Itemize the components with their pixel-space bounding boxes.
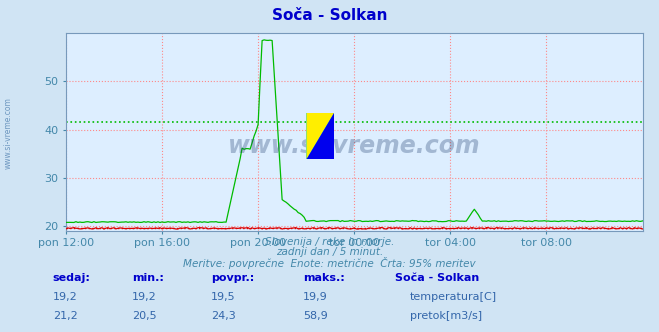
Text: www.si-vreme.com: www.si-vreme.com (228, 134, 480, 158)
Polygon shape (306, 113, 334, 159)
Text: www.si-vreme.com: www.si-vreme.com (3, 97, 13, 169)
Polygon shape (306, 113, 334, 159)
Text: zadnji dan / 5 minut.: zadnji dan / 5 minut. (276, 247, 383, 257)
Text: 20,5: 20,5 (132, 311, 156, 321)
Text: temperatura[C]: temperatura[C] (410, 292, 497, 302)
Text: 19,5: 19,5 (211, 292, 235, 302)
Text: Soča - Solkan: Soča - Solkan (395, 273, 480, 283)
Text: Soča - Solkan: Soča - Solkan (272, 8, 387, 23)
Text: 19,2: 19,2 (53, 292, 78, 302)
Text: 19,9: 19,9 (303, 292, 328, 302)
Text: pretok[m3/s]: pretok[m3/s] (410, 311, 482, 321)
Text: Slovenija / reke in morje.: Slovenija / reke in morje. (265, 237, 394, 247)
Text: Meritve: povprečne  Enote: metrične  Črta: 95% meritev: Meritve: povprečne Enote: metrične Črta:… (183, 257, 476, 269)
Text: sedaj:: sedaj: (53, 273, 90, 283)
Polygon shape (306, 113, 334, 159)
Text: povpr.:: povpr.: (211, 273, 254, 283)
Text: maks.:: maks.: (303, 273, 345, 283)
Text: 21,2: 21,2 (53, 311, 78, 321)
Text: 24,3: 24,3 (211, 311, 236, 321)
Text: 58,9: 58,9 (303, 311, 328, 321)
Text: 19,2: 19,2 (132, 292, 157, 302)
Text: min.:: min.: (132, 273, 163, 283)
